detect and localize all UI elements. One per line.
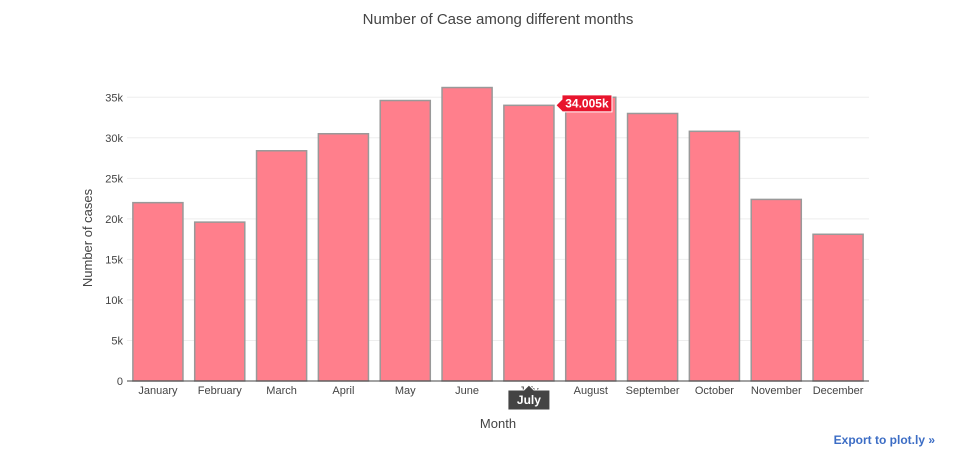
- bar-september[interactable]: [626, 112, 679, 382]
- x-axis-title: Month: [480, 416, 516, 431]
- y-tick-label: 0: [117, 376, 123, 388]
- chart-title: Number of Case among different months: [363, 11, 634, 28]
- x-tick-label: April: [332, 385, 354, 397]
- x-tick-label: December: [813, 385, 864, 397]
- bar-august[interactable]: [564, 96, 617, 382]
- y-tick-label: 15k: [105, 254, 123, 266]
- y-axis-ticks: 0 5k 10k 15k 20k 25k 30k 35k: [105, 92, 123, 388]
- x-tick-label: June: [455, 385, 479, 397]
- hover-value-label: 34.005k: [565, 96, 609, 110]
- x-tick-label: January: [138, 385, 178, 397]
- hover-category-label: July: [517, 393, 541, 407]
- hover-labels: 34.005k July: [507, 94, 613, 411]
- hover-value-box: [555, 94, 613, 113]
- y-tick-label: 20k: [105, 214, 123, 226]
- y-tick-label: 35k: [105, 92, 123, 104]
- y-tick-label: 30k: [105, 133, 123, 145]
- bar-april[interactable]: [317, 132, 370, 382]
- bars[interactable]: [132, 86, 864, 382]
- hover-category-box: [507, 384, 551, 411]
- bar-december[interactable]: [812, 233, 864, 382]
- x-tick-label: September: [626, 385, 680, 397]
- y-tick-label: 10k: [105, 295, 123, 307]
- y-axis-title: Number of cases: [80, 188, 95, 287]
- x-tick-label: February: [198, 385, 243, 397]
- grid-lines: [127, 96, 869, 341]
- bar-november[interactable]: [750, 198, 803, 382]
- x-tick-label: November: [751, 385, 802, 397]
- x-tick-label: August: [574, 385, 608, 397]
- bar-july[interactable]: [503, 104, 555, 382]
- x-axis-ticks: JanuaryFebruaryMarchAprilMayJuneJulyAugu…: [138, 385, 863, 397]
- y-tick-label: 5k: [111, 335, 123, 347]
- bar-october[interactable]: [688, 130, 741, 382]
- x-tick-label: March: [266, 385, 297, 397]
- x-tick-label: May: [395, 385, 416, 397]
- bar-march[interactable]: [255, 150, 308, 382]
- bar-february[interactable]: [193, 221, 246, 382]
- bar-january[interactable]: [132, 201, 184, 382]
- x-tick-label: October: [695, 385, 734, 397]
- export-to-plotly-link[interactable]: Export to plot.ly »: [833, 433, 935, 447]
- bar-may[interactable]: [379, 99, 432, 382]
- bar-june[interactable]: [441, 86, 493, 382]
- y-tick-label: 25k: [105, 173, 123, 185]
